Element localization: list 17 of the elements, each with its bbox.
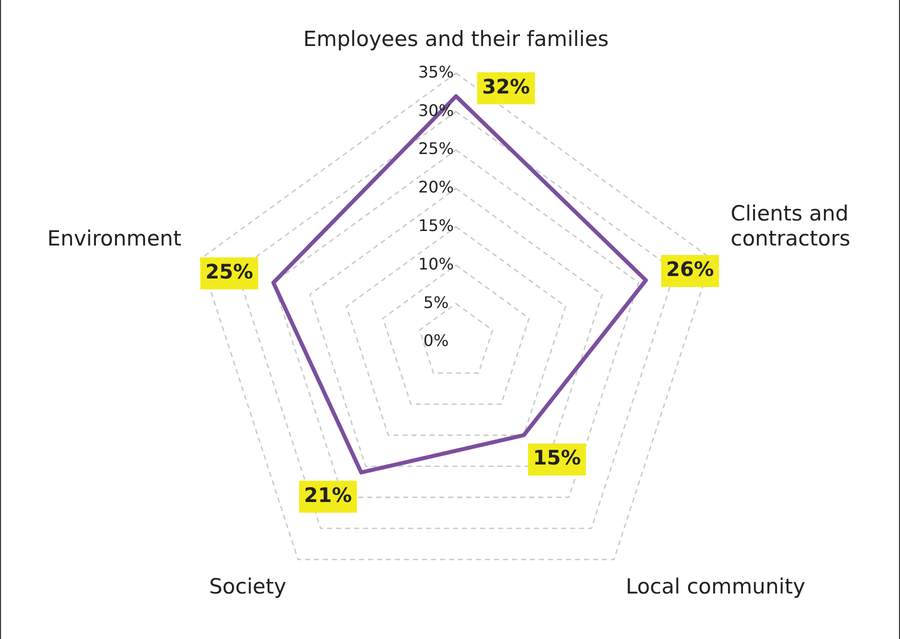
- y-tick-label: 20%: [418, 178, 454, 197]
- spoke-label: Society: [209, 574, 286, 599]
- spoke-label: Clients and contractors: [730, 201, 850, 251]
- y-tick-label: 10%: [418, 254, 454, 274]
- y-tick-label: 35%: [418, 62, 454, 82]
- y-tick-label: 15%: [418, 216, 454, 235]
- text: 26%: [666, 257, 714, 282]
- text: 25%: [205, 260, 254, 284]
- spoke-label: Local community: [626, 574, 806, 599]
- text: 32%: [482, 74, 530, 98]
- text: 15%: [533, 446, 581, 470]
- y-tick-label: 0%: [423, 331, 449, 350]
- text: 21%: [304, 482, 352, 507]
- y-tick-label: 25%: [418, 139, 454, 158]
- spoke-label: Environment: [47, 226, 182, 251]
- y-tick-label: 5%: [423, 292, 449, 312]
- spoke-label: Employees and their families: [303, 27, 609, 52]
